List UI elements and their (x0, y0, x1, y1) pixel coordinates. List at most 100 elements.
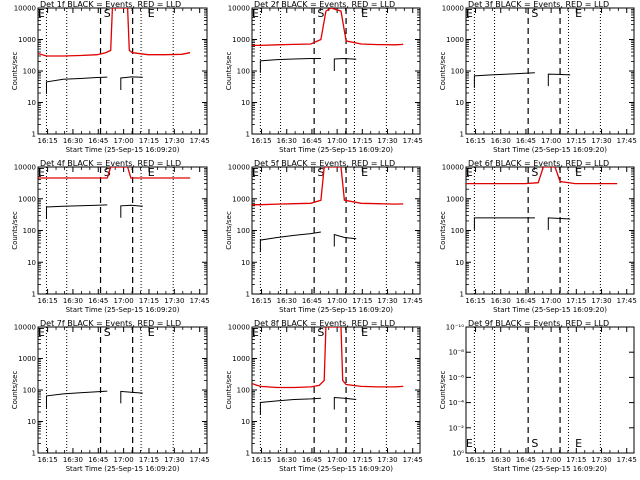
x-tick-label: 16:15 (465, 297, 485, 305)
y-tick-label: 10 (241, 418, 250, 426)
marker-saa: S (317, 166, 324, 179)
marker-start: E (252, 7, 259, 20)
detector-panel-8: Det 8f BLACK = Events, RED = LLD 1 10 100 10… (225, 319, 423, 473)
y-tick-label: 1000 (18, 355, 36, 363)
plot-frame (37, 166, 208, 295)
x-tick-label: 16:30 (277, 456, 297, 464)
detector-panel-3: Det 3f BLACK = Events, RED = LLD 1 10 100 10… (439, 0, 637, 154)
panel-title: Det 7f BLACK = Events, RED = LLD (40, 319, 181, 328)
detector-panel-5: Det 5f BLACK = Events, RED = LLD 1 10 100 10… (225, 159, 423, 314)
x-tick-label: 16:30 (491, 137, 511, 145)
x-tick-label: 16:45 (88, 456, 108, 464)
detector-panel-4: Det 4f BLACK = Events, RED = LLD 1 10 100 10… (11, 159, 210, 314)
x-tick-label: 17:15 (139, 456, 159, 464)
x-tick-label: 17:30 (591, 297, 611, 305)
y-tick-label: 1000 (232, 355, 250, 363)
x-tick-label: 16:45 (302, 456, 322, 464)
marker-saa: S (531, 166, 538, 179)
y-tick-label: 10⁻⁸ (449, 349, 465, 357)
panel-title: Det 5f BLACK = Events, RED = LLD (254, 159, 395, 168)
y-tick-label: 100 (23, 387, 36, 395)
x-tick-label: 16:30 (63, 137, 83, 145)
detector-panel-1: Det 1f BLACK = Events, RED = LLD 1 10 100 10… (11, 0, 210, 154)
y-tick-label: 1000 (232, 36, 250, 44)
y-axis-label: Counts/sec (439, 211, 447, 250)
events-series-line (259, 58, 321, 73)
detector-panel-7: Det 7f BLACK = Events, RED = LLD 1 10 100 10… (11, 319, 210, 473)
marker-saa: S (104, 166, 111, 179)
events-series-line (333, 396, 357, 410)
marker-start: E (38, 326, 45, 339)
marker-end: E (361, 166, 368, 179)
events-series-line (547, 73, 571, 87)
y-tick-label: 10 (27, 418, 36, 426)
marker-start: E (252, 326, 259, 339)
y-tick-label: 1 (246, 131, 250, 139)
y-axis-label: Counts/sec (11, 211, 19, 250)
y-axis-label: Counts/sec (439, 371, 447, 410)
x-tick-label: 16:45 (88, 297, 108, 305)
x-tick-label: 17:00 (541, 297, 561, 305)
x-tick-label: 16:15 (465, 456, 485, 464)
marker-saa: S (317, 7, 324, 20)
events-series-line (120, 204, 143, 218)
x-tick-label: 16:30 (63, 297, 83, 305)
x-tick-label: 17:15 (139, 137, 159, 145)
marker-end: E (148, 7, 155, 20)
events-series-line (120, 76, 143, 90)
y-tick-label: 10⁻⁴ (449, 399, 465, 407)
marker-saa: S (531, 437, 538, 450)
y-tick-label: 1 (32, 450, 36, 458)
marker-end: E (148, 166, 155, 179)
x-tick-label: 16:15 (251, 456, 271, 464)
x-tick-label: 16:15 (37, 456, 57, 464)
marker-saa: S (317, 326, 324, 339)
x-tick-label: 17:45 (403, 297, 423, 305)
y-axis-label: Counts/sec (11, 371, 19, 410)
y-tick-label: 10⁻² (449, 424, 465, 432)
y-tick-label: 10 (455, 99, 464, 107)
x-tick-label: 16:45 (516, 297, 536, 305)
detector-panel-9: Det 9f BLACK = Events, RED = LLD 10⁰ 10⁻² 1… (439, 319, 637, 473)
y-tick-label: 1 (460, 291, 464, 299)
marker-end: E (575, 437, 582, 450)
x-tick-label: 16:15 (37, 137, 57, 145)
panel-title: Det 6f BLACK = Events, RED = LLD (468, 159, 609, 168)
x-tick-label: 17:30 (377, 297, 397, 305)
y-tick-label: 10⁻¹⁰ (446, 324, 464, 332)
events-series-line (473, 217, 535, 230)
x-tick-label: 17:00 (114, 456, 134, 464)
x-tick-label: 16:30 (491, 456, 511, 464)
y-tick-label: 1 (32, 291, 36, 299)
lld-series-line (252, 327, 404, 389)
x-tick-label: 16:15 (251, 297, 271, 305)
x-tick-label: 16:30 (277, 137, 297, 145)
x-tick-label: 17:15 (352, 456, 372, 464)
marker-start: E (466, 166, 473, 179)
x-axis-label: Start Time (25-Sep-15 16:09:20) (279, 146, 393, 154)
x-tick-label: 17:45 (617, 456, 637, 464)
lld-series-line (38, 8, 191, 57)
x-tick-label: 16:45 (516, 456, 536, 464)
y-tick-label: 10 (241, 259, 250, 267)
plot-frame (251, 7, 421, 135)
x-tick-label: 17:30 (377, 456, 397, 464)
x-tick-label: 17:15 (566, 456, 586, 464)
y-axis-label: Counts/sec (225, 371, 233, 410)
x-axis-label: Start Time (25-Sep-15 16:09:20) (279, 465, 393, 473)
events-series-line (46, 390, 108, 408)
y-tick-label: 1000 (446, 36, 464, 44)
x-tick-label: 16:30 (491, 297, 511, 305)
marker-start: E (466, 7, 473, 20)
y-axis-label: Counts/sec (439, 52, 447, 91)
marker-end: E (361, 7, 368, 20)
y-tick-label: 10 (455, 259, 464, 267)
x-tick-label: 17:45 (190, 297, 210, 305)
x-axis-label: Start Time (25-Sep-15 16:09:20) (66, 465, 180, 473)
y-tick-label: 1 (32, 131, 36, 139)
y-tick-label: 10 (27, 99, 36, 107)
y-tick-label: 10000 (442, 164, 464, 172)
x-axis-label: Start Time (25-Sep-15 16:09:20) (493, 306, 607, 314)
y-axis-label: Counts/sec (11, 52, 19, 91)
x-tick-label: 17:00 (541, 456, 561, 464)
